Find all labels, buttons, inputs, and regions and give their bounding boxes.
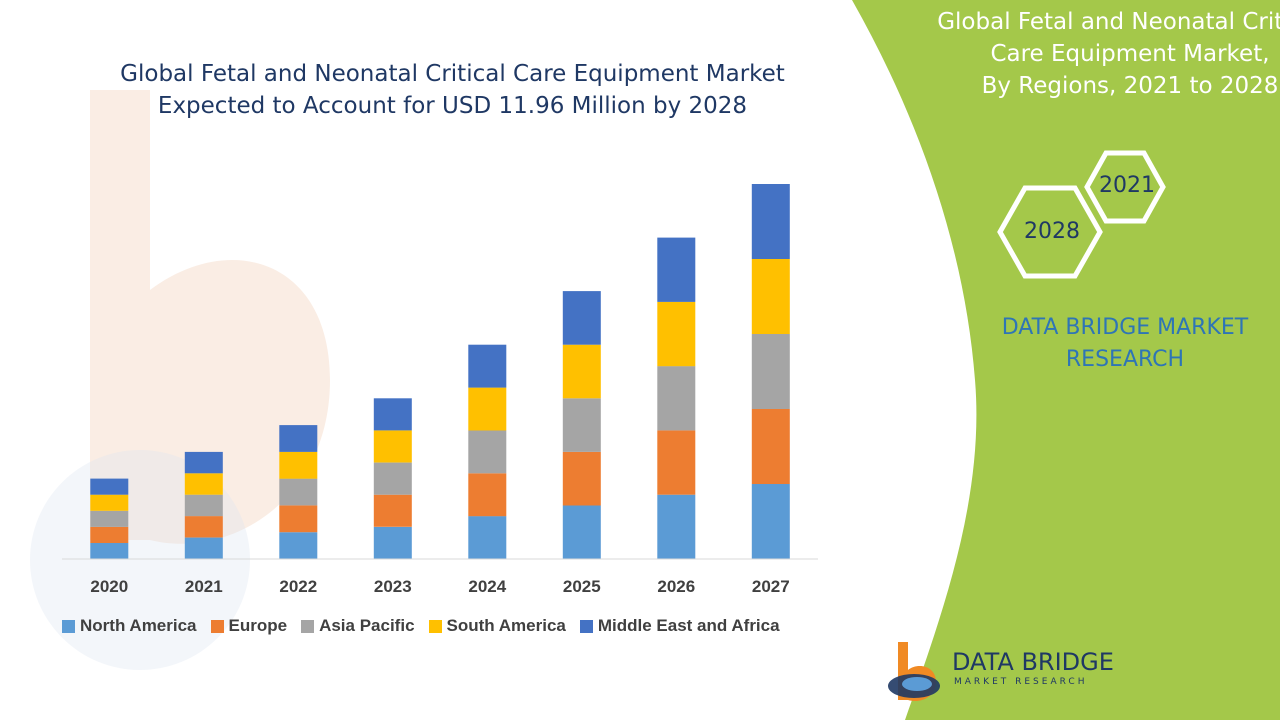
bar-2026-south-america: [657, 301, 696, 367]
legend-swatch: [301, 619, 315, 633]
logo-icon: [888, 642, 940, 702]
bar-2023-south-america: [373, 430, 412, 463]
chart-title-line-2: Expected to Account for USD 11.96 Millio…: [157, 93, 748, 119]
x-tick-label: 2022: [279, 577, 317, 596]
x-tick-label: 2023: [374, 577, 412, 596]
bar-2024-europe: [468, 473, 507, 517]
legend-item: Middle East and Africa: [579, 616, 780, 636]
bar-2025-europe: [562, 451, 601, 506]
bar-2021-europe: [184, 516, 223, 538]
bar-2025-south-america: [562, 344, 601, 399]
panel-title-line-2: Care Equipment Market,: [990, 41, 1270, 67]
legend-item: Asia Pacific: [301, 616, 415, 636]
bar-2020-south-america: [90, 494, 129, 511]
x-tick-label: 2021: [185, 577, 223, 596]
bar-2027-north-america: [751, 484, 790, 559]
bar-2021-middle-east-and-africa: [184, 451, 223, 474]
x-tick-label: 2025: [563, 577, 601, 596]
bar-2025-middle-east-and-africa: [562, 291, 601, 345]
x-tick-label: 2026: [657, 577, 695, 596]
panel-title: Global Fetal and Neonatal Critical Care …: [880, 6, 1280, 102]
x-tick-label: 2020: [90, 577, 128, 596]
legend-swatch: [428, 619, 442, 633]
legend-label: Asia Pacific: [319, 616, 415, 635]
bar-2026-middle-east-and-africa: [657, 237, 696, 302]
bar-2024-middle-east-and-africa: [468, 344, 507, 388]
legend-swatch: [579, 619, 593, 633]
brand-text-line-2: RESEARCH: [1065, 347, 1185, 372]
bar-2020-middle-east-and-africa: [90, 478, 129, 495]
legend-label: Europe: [228, 616, 288, 635]
bar-2024-north-america: [468, 516, 507, 559]
bar-2022-middle-east-and-africa: [279, 425, 318, 452]
chart-title-line-1: Global Fetal and Neonatal Critical Care …: [120, 61, 785, 87]
panel-title-line-3: By Regions, 2021 to 2028: [981, 73, 1279, 99]
x-axis-ticks: 2020 2021 2022 2023 2024 2025 2026 2027: [90, 577, 789, 596]
bar-2022-north-america: [279, 532, 318, 559]
x-tick-label: 2027: [752, 577, 790, 596]
hex-label-2028: 2028: [1024, 219, 1080, 244]
x-tick-label: 2024: [468, 577, 506, 596]
bar-2027-middle-east-and-africa: [751, 184, 790, 259]
bar-2024-asia-pacific: [468, 430, 507, 474]
legend-label: North America: [80, 616, 197, 635]
bar-2025-north-america: [562, 505, 601, 559]
hex-label-2021: 2021: [1099, 173, 1155, 198]
hexagon-2028: [997, 185, 1103, 279]
legend-label: South America: [446, 616, 566, 635]
brand-text-line-1: DATA BRIDGE MARKET: [1001, 315, 1249, 340]
bar-2023-middle-east-and-africa: [373, 398, 412, 431]
brand-text: DATA BRIDGE MARKET RESEARCH: [990, 312, 1260, 376]
legend-item: South America: [428, 616, 566, 636]
bar-2024-south-america: [468, 387, 507, 431]
bar-2023-asia-pacific: [373, 462, 412, 495]
bar-2026-asia-pacific: [657, 366, 696, 431]
bar-2021-south-america: [184, 473, 223, 495]
bar-2023-north-america: [373, 526, 412, 559]
legend-label: Middle East and Africa: [597, 616, 780, 635]
bar-2022-south-america: [279, 451, 318, 479]
legend-item: Europe: [210, 616, 288, 636]
bar-2020-europe: [90, 526, 129, 543]
bar-2020-north-america: [90, 542, 129, 559]
bar-2027-asia-pacific: [751, 334, 790, 409]
bars-group: [90, 184, 790, 559]
bar-2021-north-america: [184, 537, 223, 559]
bar-2020-asia-pacific: [90, 510, 129, 527]
green-panel-shape: [852, 0, 1280, 720]
legend-swatch: [210, 619, 224, 633]
bar-2021-asia-pacific: [184, 494, 223, 517]
panel-title-line-1: Global Fetal and Neonatal Critical: [937, 9, 1280, 35]
logo-name: DATA BRIDGE: [952, 648, 1114, 676]
legend-swatch: [62, 619, 75, 633]
bar-2022-asia-pacific: [279, 478, 318, 506]
bar-2023-europe: [373, 494, 412, 527]
bar-2026-north-america: [657, 494, 696, 559]
bar-2026-europe: [657, 430, 696, 495]
bar-2027-europe: [751, 409, 790, 484]
logo-tagline: MARKET RESEARCH: [954, 677, 1088, 687]
legend: North America Europe Asia Pacific South Ame…: [62, 616, 780, 636]
hexagon-2021: [1084, 150, 1166, 224]
chart-title: Global Fetal and Neonatal Critical Care …: [60, 58, 845, 122]
bar-2022-europe: [279, 505, 318, 533]
bar-2025-asia-pacific: [562, 398, 601, 452]
bar-2027-south-america: [751, 259, 790, 334]
legend-item: North America: [62, 616, 197, 636]
